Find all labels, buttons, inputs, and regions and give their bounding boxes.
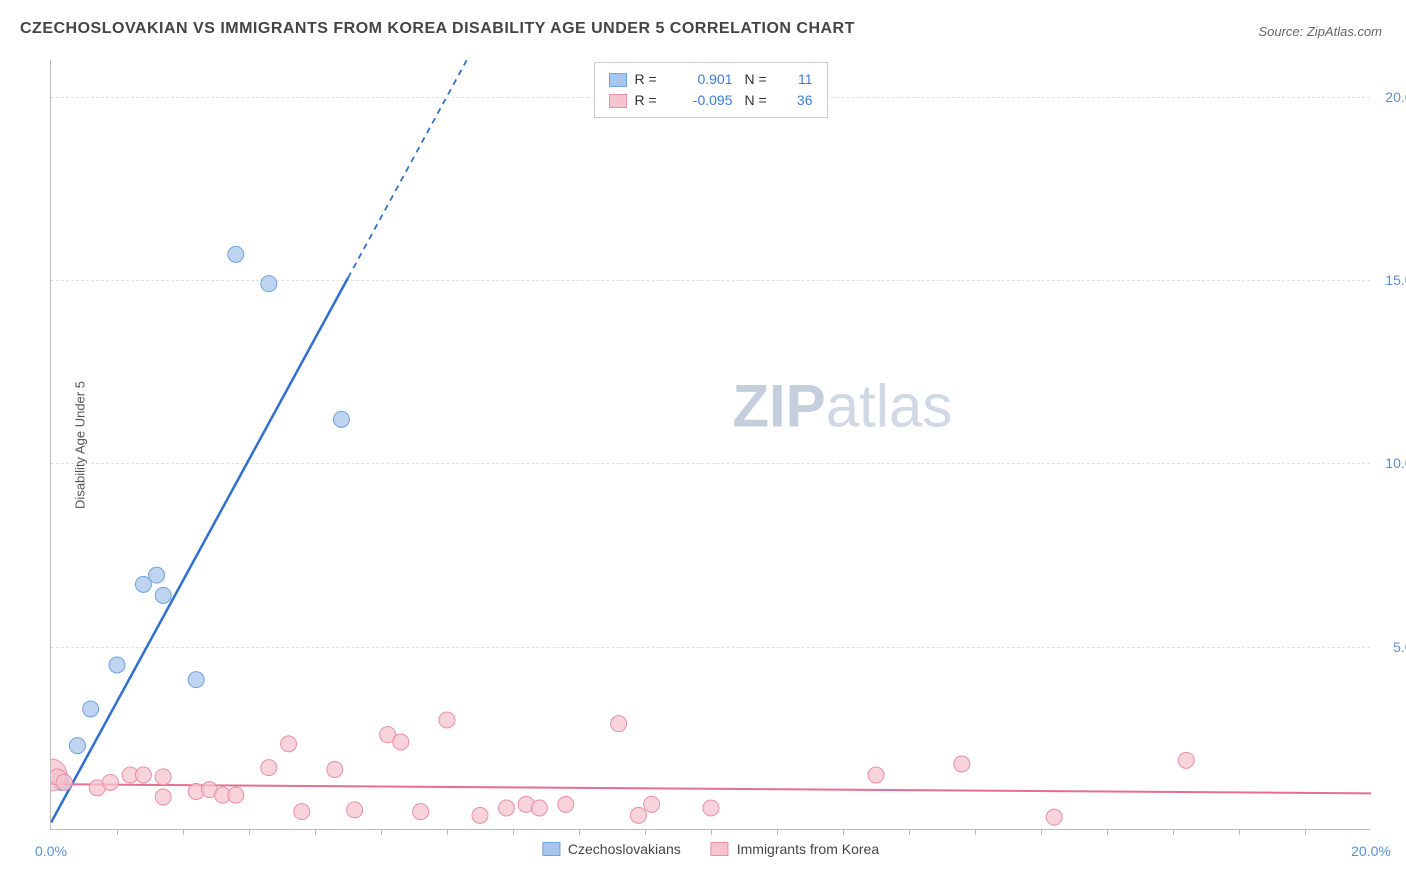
chart-area: ZIPatlas 5.0%10.0%15.0%20.0% 0.0%20.0% R… (50, 60, 1370, 830)
legend-row-series-2: R = -0.095 N = 36 (609, 90, 813, 111)
y-tick-label: 20.0% (1385, 89, 1406, 105)
r-value-1: 0.901 (673, 69, 733, 90)
y-tick-label: 5.0% (1393, 639, 1406, 655)
r-value-2: -0.095 (673, 90, 733, 111)
plot-svg (51, 60, 1371, 830)
x-tick-label: 20.0% (1351, 843, 1391, 859)
y-tick-label: 10.0% (1385, 455, 1406, 471)
series-legend: Czechoslovakians Immigrants from Korea (542, 841, 879, 857)
plot-region: ZIPatlas 5.0%10.0%15.0%20.0% 0.0%20.0% R… (50, 60, 1370, 830)
n-label: N = (745, 90, 775, 111)
y-tick-label: 15.0% (1385, 272, 1406, 288)
n-label: N = (745, 69, 775, 90)
legend-item-1: Czechoslovakians (542, 841, 681, 857)
chart-title: CZECHOSLOVAKIAN VS IMMIGRANTS FROM KOREA… (20, 20, 855, 38)
r-label: R = (635, 69, 665, 90)
legend-row-series-1: R = 0.901 N = 11 (609, 69, 813, 90)
legend-swatch-2 (609, 94, 627, 108)
legend-bottom-swatch-2 (711, 842, 729, 856)
legend-item-2: Immigrants from Korea (711, 841, 879, 857)
n-value-2: 36 (783, 90, 813, 111)
r-label: R = (635, 90, 665, 111)
legend-swatch-1 (609, 73, 627, 87)
legend-bottom-label-1: Czechoslovakians (568, 841, 681, 857)
correlation-legend: R = 0.901 N = 11 R = -0.095 N = 36 (594, 62, 828, 118)
x-tick-label: 0.0% (35, 843, 67, 859)
legend-bottom-swatch-1 (542, 842, 560, 856)
legend-bottom-label-2: Immigrants from Korea (737, 841, 879, 857)
source-attribution: Source: ZipAtlas.com (1258, 24, 1382, 39)
n-value-1: 11 (783, 69, 813, 90)
